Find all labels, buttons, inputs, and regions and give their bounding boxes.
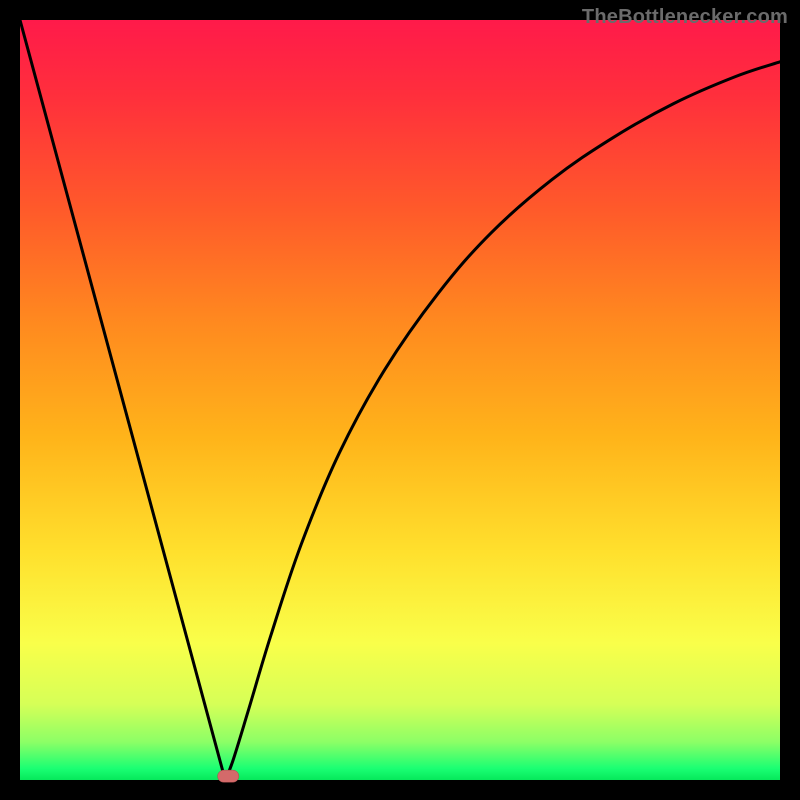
optimal-point-marker [218,770,239,782]
chart-container: TheBottlenecker.com [0,0,800,800]
plot-background [20,20,780,780]
watermark-text: TheBottlenecker.com [582,6,788,29]
bottleneck-chart-svg [0,0,800,800]
